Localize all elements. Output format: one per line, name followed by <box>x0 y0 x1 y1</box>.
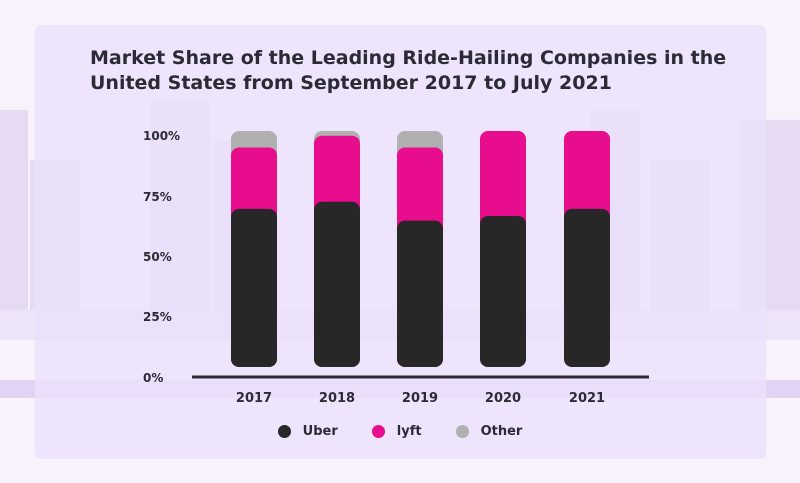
legend-item-other: Other <box>455 424 523 439</box>
x-tick-label: 2021 <box>569 391 605 406</box>
x-tick-label: 2017 <box>236 391 272 406</box>
bar-segment-uber-2017 <box>231 208 277 367</box>
bar-segment-uber-2018 <box>314 201 360 367</box>
y-tick-label: 0% <box>143 371 163 385</box>
y-tick-label: 100% <box>143 129 180 143</box>
bar-segment-uber-2020 <box>480 215 526 367</box>
x-tick-label: 2020 <box>485 391 521 406</box>
bar-segment-uber-2019 <box>397 220 443 367</box>
legend-label-lyft: lyft <box>396 424 422 439</box>
x-tick-label: 2019 <box>402 391 438 406</box>
y-tick-label: 75% <box>143 190 172 204</box>
legend-label-other: Other <box>480 424 523 439</box>
x-tick-label: 2018 <box>319 391 355 406</box>
chart-title: Market Share of the Leading Ride-Hailing… <box>90 47 727 94</box>
legend-label-uber: Uber <box>302 424 338 439</box>
legend: Uber lyft Other <box>0 424 800 439</box>
legend-item-lyft: lyft <box>371 424 422 439</box>
legend-swatch-other <box>455 425 469 438</box>
bar-segment-uber-2021 <box>564 208 610 367</box>
y-tick-label: 50% <box>143 250 172 264</box>
legend-item-uber: Uber <box>277 424 338 439</box>
legend-swatch-uber <box>277 425 291 438</box>
legend-swatch-lyft <box>371 425 385 438</box>
y-tick-label: 25% <box>143 310 172 324</box>
